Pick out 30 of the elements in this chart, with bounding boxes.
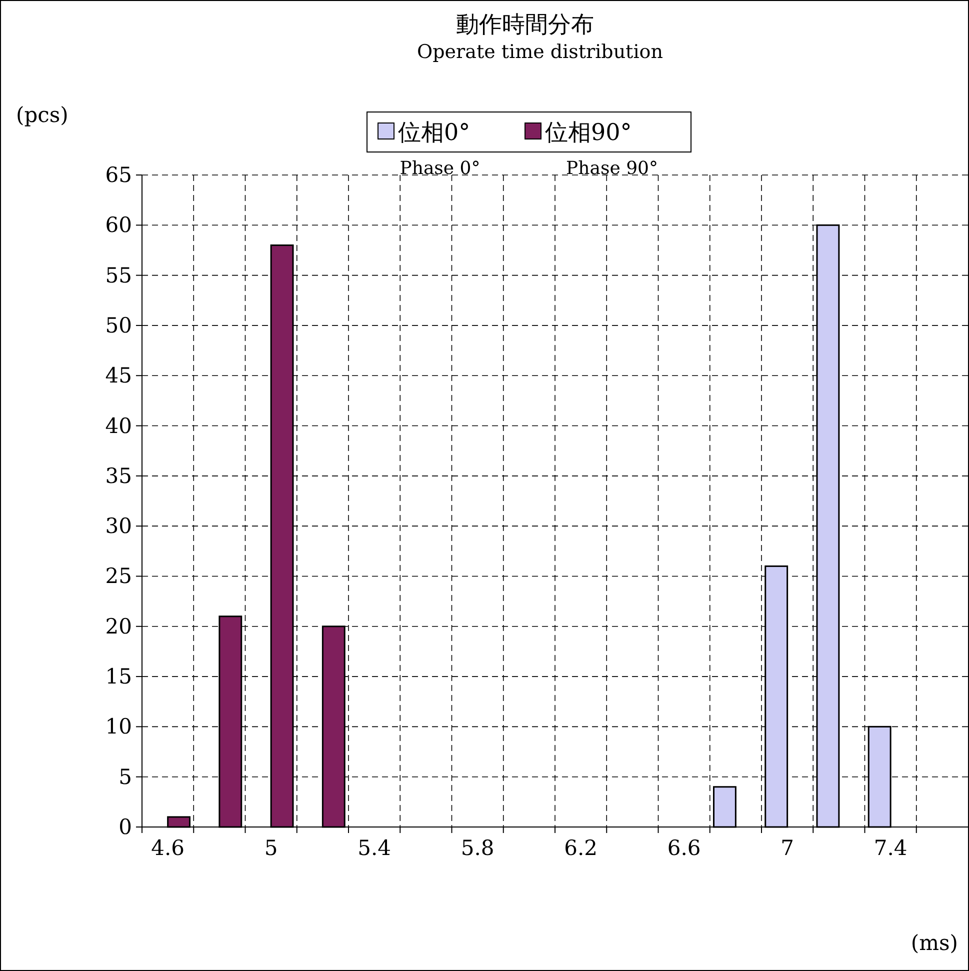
y-tick-label: 10 <box>105 714 132 739</box>
x-tick-label: 7.4 <box>874 836 908 860</box>
legend-label: 位相90° <box>545 120 632 146</box>
x-tick-label: 5 <box>264 836 278 860</box>
y-tick-label: 60 <box>105 213 132 238</box>
y-axis-title: (pcs) <box>16 103 68 127</box>
y-tick-label: 65 <box>105 163 132 187</box>
x-tick-label: 7 <box>780 836 794 860</box>
y-tick-label: 15 <box>105 664 132 689</box>
y-tick-label: 40 <box>105 414 132 438</box>
x-tick-label: 4.6 <box>151 836 185 860</box>
x-tick-label: 6.2 <box>564 836 598 860</box>
annotation: Phase 0° <box>400 158 480 179</box>
y-tick-label: 20 <box>105 614 132 638</box>
x-axis-title: (ms) <box>910 931 958 955</box>
legend-label: 位相0° <box>398 120 470 146</box>
y-tick-label: 50 <box>105 313 132 338</box>
y-tick-label: 0 <box>118 815 132 839</box>
annotation: Phase 90° <box>566 158 658 179</box>
x-tick-label: 5.8 <box>460 836 494 860</box>
x-tick-label: 5.4 <box>358 836 392 860</box>
y-tick-label: 35 <box>105 464 132 488</box>
y-tick-label: 25 <box>105 564 132 588</box>
chart-subtitle: Operate time distribution <box>417 41 663 63</box>
y-tick-label: 55 <box>105 263 132 288</box>
y-tick-label: 30 <box>105 514 132 538</box>
y-tick-label: 45 <box>105 364 132 388</box>
y-tick-label: 5 <box>118 764 132 789</box>
chart-title: 動作時間分布 <box>456 12 594 38</box>
x-tick-label: 6.6 <box>667 836 701 860</box>
